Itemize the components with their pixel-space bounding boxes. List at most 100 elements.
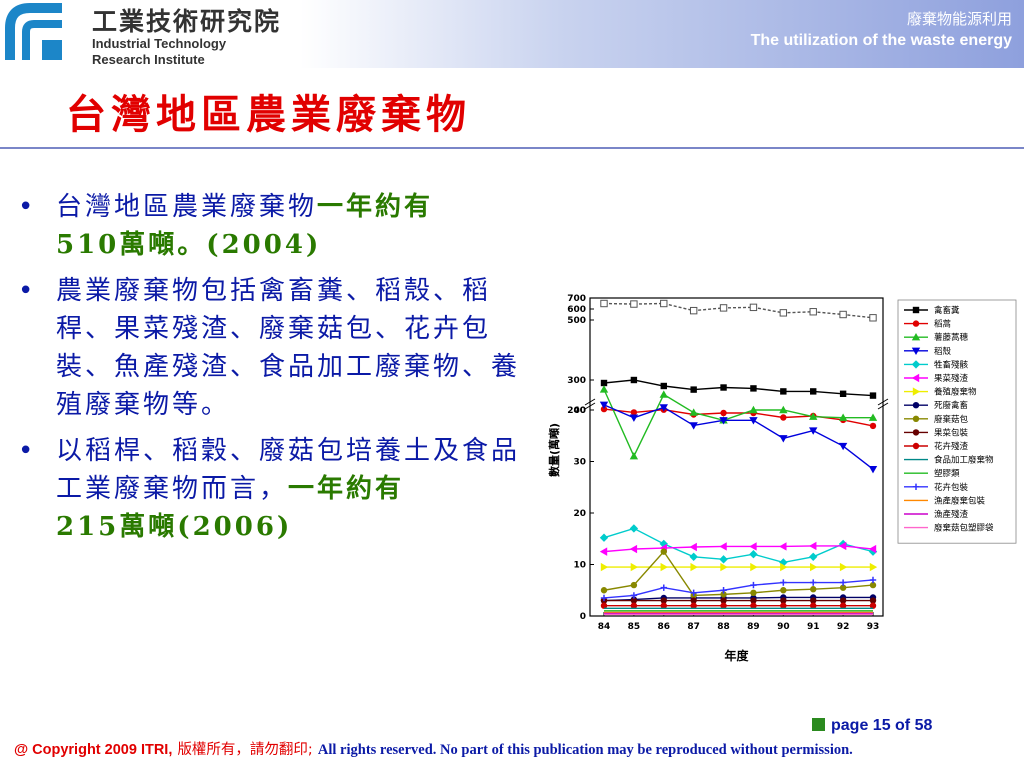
copyright-line: @ Copyright 2009 ITRI, 版權所有，請勿翻印; All ri…	[14, 738, 853, 759]
data-point	[912, 320, 920, 327]
data-point	[750, 385, 757, 392]
data-point	[869, 422, 877, 430]
copyright-text: @ Copyright 2009 ITRI,	[14, 742, 173, 758]
legend-label: 花卉包裝	[934, 482, 969, 493]
data-point	[600, 562, 609, 572]
bullet-dot-icon: •	[18, 436, 37, 466]
x-tick-label: 93	[867, 622, 880, 632]
data-point	[660, 299, 668, 308]
legend-label: 牲畜殘骸	[934, 359, 969, 370]
x-tick-label: 92	[837, 622, 850, 632]
bullet-item-1: • 台灣地區農業廢棄物一年約有 510萬噸。(2004)	[18, 188, 538, 264]
itri-logo-icon	[2, 0, 70, 68]
data-point	[629, 544, 638, 554]
data-point	[869, 392, 877, 399]
data-point	[689, 408, 698, 416]
data-point	[779, 542, 787, 551]
page-indicator: page 15 of 58	[812, 717, 932, 735]
data-point	[599, 385, 609, 393]
y-tick-label: 0	[580, 612, 586, 622]
series-line	[603, 379, 874, 397]
data-point	[868, 413, 878, 421]
data-point	[839, 597, 847, 604]
data-point	[690, 602, 697, 609]
data-point	[750, 602, 757, 609]
legend-label: 養殖廢棄物	[934, 387, 977, 398]
data-point	[809, 552, 818, 561]
y-tick-label: 700	[567, 294, 586, 304]
data-point	[749, 405, 758, 414]
x-tick-label: 85	[628, 622, 641, 632]
data-point	[659, 404, 668, 412]
legend-label: 禽畜糞	[934, 305, 960, 316]
data-point	[780, 587, 787, 594]
data-point	[660, 602, 667, 609]
y-tick-label: 300	[567, 376, 586, 386]
data-point	[839, 310, 847, 319]
data-point	[810, 602, 817, 609]
rights-english: All rights reserved. No part of this pub…	[317, 742, 853, 758]
bullet-item-3: • 以稻桿、稻穀、廢菇包培養土及食品工業廢棄物而言，一年約有 215萬噸(200…	[18, 432, 538, 546]
page-number: page 15 of 58	[831, 717, 933, 734]
data-point	[720, 587, 727, 594]
x-tick-label: 88	[717, 622, 730, 632]
legend-label: 食品加工廢棄物	[934, 455, 994, 466]
data-point	[719, 555, 728, 564]
data-point	[869, 597, 877, 604]
data-point	[600, 379, 608, 387]
data-point	[912, 402, 920, 409]
y-tick-label: 500	[567, 316, 586, 326]
y-tick-label: 20	[573, 509, 586, 519]
data-point	[750, 597, 757, 604]
legend-label: 果菜殘渣	[934, 373, 969, 384]
bullet-dot-icon: •	[18, 276, 37, 306]
data-point	[690, 562, 698, 572]
data-point	[600, 594, 608, 602]
x-tick-label: 86	[658, 622, 671, 632]
data-point	[749, 303, 758, 312]
data-point	[868, 544, 877, 554]
data-point	[780, 414, 787, 421]
bullet-2-text: 農業廢棄物包括禽畜糞、稻殼、稻稈、果菜殘渣、廢棄菇包、花卉包裝、魚產殘渣、食品加…	[56, 276, 521, 420]
data-point	[630, 409, 638, 416]
data-point	[779, 435, 788, 443]
data-point	[839, 390, 847, 397]
plot-frame	[589, 297, 884, 617]
data-point	[810, 597, 817, 604]
data-point	[659, 390, 668, 398]
data-point	[660, 584, 667, 591]
data-point	[599, 547, 608, 556]
topic-chinese: 廢棄物能源利用	[906, 10, 1012, 28]
data-point	[810, 579, 817, 586]
data-point	[911, 360, 921, 369]
data-point	[719, 542, 727, 551]
data-point	[749, 550, 758, 559]
y-tick-label: 10	[573, 561, 586, 571]
data-point	[629, 414, 639, 422]
data-point	[809, 412, 818, 420]
data-point	[780, 388, 787, 395]
series-line	[603, 527, 874, 564]
series-line	[603, 404, 874, 470]
data-point	[912, 429, 920, 436]
data-point	[689, 422, 698, 430]
data-point	[869, 314, 877, 322]
topic-english: The utilization of the waste energy	[750, 32, 1012, 49]
data-point	[810, 562, 818, 572]
legend-label: 廢棄菇包塑膠袋	[934, 523, 994, 534]
x-tick-label: 90	[777, 622, 790, 632]
data-point	[689, 306, 698, 315]
org-name-chinese: 工業技術研究院	[92, 7, 282, 36]
data-point	[720, 409, 727, 417]
series-line	[603, 408, 874, 427]
bullet-3-part3: 215萬噸(2006)	[56, 512, 293, 542]
data-point	[869, 581, 877, 589]
legend-label: 漁產殘渣	[934, 509, 969, 520]
x-tick-label: 91	[807, 622, 820, 632]
data-point	[779, 405, 788, 414]
data-point	[912, 442, 920, 450]
data-point	[912, 483, 920, 490]
data-point	[912, 415, 920, 422]
data-point	[600, 587, 608, 594]
data-point	[912, 306, 920, 314]
